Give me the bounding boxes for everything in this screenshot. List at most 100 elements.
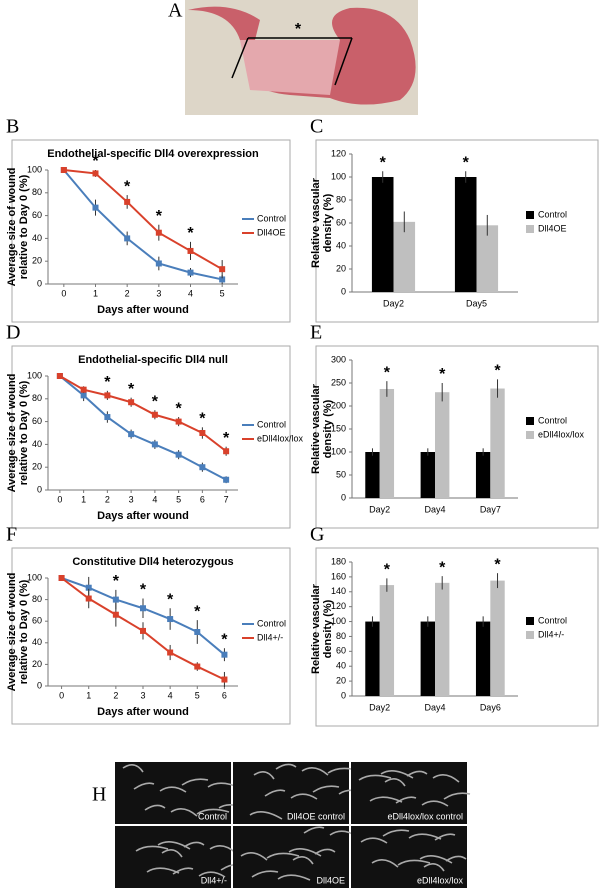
bar xyxy=(435,392,450,498)
vessel xyxy=(408,833,442,840)
image-caption: Dll4OE xyxy=(316,875,345,885)
vessel xyxy=(360,837,388,844)
vessel xyxy=(445,855,467,862)
x-tick-label: 6 xyxy=(200,494,205,504)
micrograph xyxy=(115,762,231,824)
marker xyxy=(128,431,135,438)
y-tick-label: 80 xyxy=(32,393,42,403)
marker xyxy=(124,235,131,242)
y-tick-label: 0 xyxy=(37,484,42,494)
y-axis-label: Relative vascular xyxy=(310,383,322,474)
legend-label: Control xyxy=(257,419,286,429)
x-tick-label: 3 xyxy=(129,494,134,504)
bar xyxy=(393,221,416,292)
image-caption: eDll4lox/lox xyxy=(417,875,464,885)
y-tick-label: 80 xyxy=(336,194,346,204)
micrograph xyxy=(233,826,349,888)
panel-a-annotation: * xyxy=(295,21,302,38)
vessel xyxy=(384,778,406,787)
x-tick-label: 2 xyxy=(113,690,118,700)
x-tick-label: 4 xyxy=(152,494,157,504)
legend-swatch xyxy=(526,431,534,439)
y-tick-label: 80 xyxy=(32,187,42,197)
legend-label: eDll4lox/lox xyxy=(257,433,304,443)
marker xyxy=(175,451,182,458)
y-tick-label: 0 xyxy=(341,690,346,700)
marker xyxy=(155,260,162,267)
chart-frame xyxy=(11,345,291,529)
image-caption: Dll4OE control xyxy=(287,811,345,821)
y-tick-label: 20 xyxy=(336,675,346,685)
significance-mark: * xyxy=(152,393,159,410)
vessel xyxy=(122,764,144,773)
vessel xyxy=(133,782,155,790)
x-tick-label: Day4 xyxy=(424,702,445,712)
x-tick-label: 1 xyxy=(86,690,91,700)
vessel xyxy=(181,778,209,786)
marker xyxy=(104,414,111,421)
line xyxy=(59,375,227,481)
vessel xyxy=(159,786,187,793)
vessel xyxy=(277,874,311,881)
bar xyxy=(490,388,505,498)
x-tick-label: Day2 xyxy=(369,702,390,712)
y-axis-label: Average size of wound xyxy=(6,374,18,493)
image-caption: eDll4lox/lox control xyxy=(387,811,463,821)
y-tick-label: 160 xyxy=(331,571,346,581)
marker xyxy=(80,392,87,399)
y-axis-label: density (%) xyxy=(322,399,334,458)
bar xyxy=(420,452,435,498)
vessel xyxy=(161,849,183,858)
x-tick-label: Day5 xyxy=(466,298,487,308)
significance-mark: * xyxy=(439,559,446,576)
marker xyxy=(167,649,174,656)
marker xyxy=(194,663,201,670)
marker xyxy=(104,392,111,399)
bar xyxy=(490,580,505,696)
legend-label: Control xyxy=(257,213,286,223)
marker xyxy=(221,676,228,683)
y-tick-label: 20 xyxy=(32,256,42,266)
legend-swatch xyxy=(526,631,534,639)
panel-label: D xyxy=(6,322,20,344)
x-tick-label: 5 xyxy=(195,690,200,700)
vessel xyxy=(421,800,449,807)
marker xyxy=(187,269,194,276)
vessel xyxy=(290,793,318,800)
bar xyxy=(365,621,380,696)
chart-title: Endothelial-specific Dll4 null xyxy=(78,354,228,366)
x-tick-label: 7 xyxy=(224,494,229,504)
y-axis-label: relative to Day 0 (%) xyxy=(18,579,30,684)
y-tick-label: 100 xyxy=(27,572,42,582)
vessel xyxy=(314,848,336,855)
y-axis-label: relative to Day 0 (%) xyxy=(18,380,30,485)
y-tick-label: 0 xyxy=(341,492,346,502)
y-tick-label: 140 xyxy=(331,586,346,596)
significance-mark: * xyxy=(113,573,120,590)
x-tick-label: 3 xyxy=(156,288,161,298)
x-tick-label: 0 xyxy=(61,288,66,298)
panel-label: E xyxy=(310,322,322,344)
chart-title: Constitutive Dll4 heterozygous xyxy=(72,556,233,568)
bar xyxy=(371,177,394,292)
x-tick-label: Day4 xyxy=(424,504,445,514)
y-tick-label: 0 xyxy=(37,680,42,690)
chart-frame xyxy=(11,139,291,323)
significance-mark: * xyxy=(167,591,174,608)
significance-mark: * xyxy=(439,366,446,383)
panel-label: C xyxy=(310,116,323,138)
vessel xyxy=(395,796,417,804)
legend-label: Dll4+/- xyxy=(257,632,283,642)
marker xyxy=(140,605,146,612)
x-axis-label: Days after wound xyxy=(97,304,189,316)
y-tick-label: 150 xyxy=(331,423,346,433)
micrograph xyxy=(115,826,231,888)
marker xyxy=(221,651,228,658)
vessel xyxy=(371,859,399,868)
y-tick-label: 60 xyxy=(336,646,346,656)
marker xyxy=(112,596,119,603)
vessel xyxy=(170,808,198,817)
bar xyxy=(435,582,450,696)
panel-label: F xyxy=(6,524,17,546)
